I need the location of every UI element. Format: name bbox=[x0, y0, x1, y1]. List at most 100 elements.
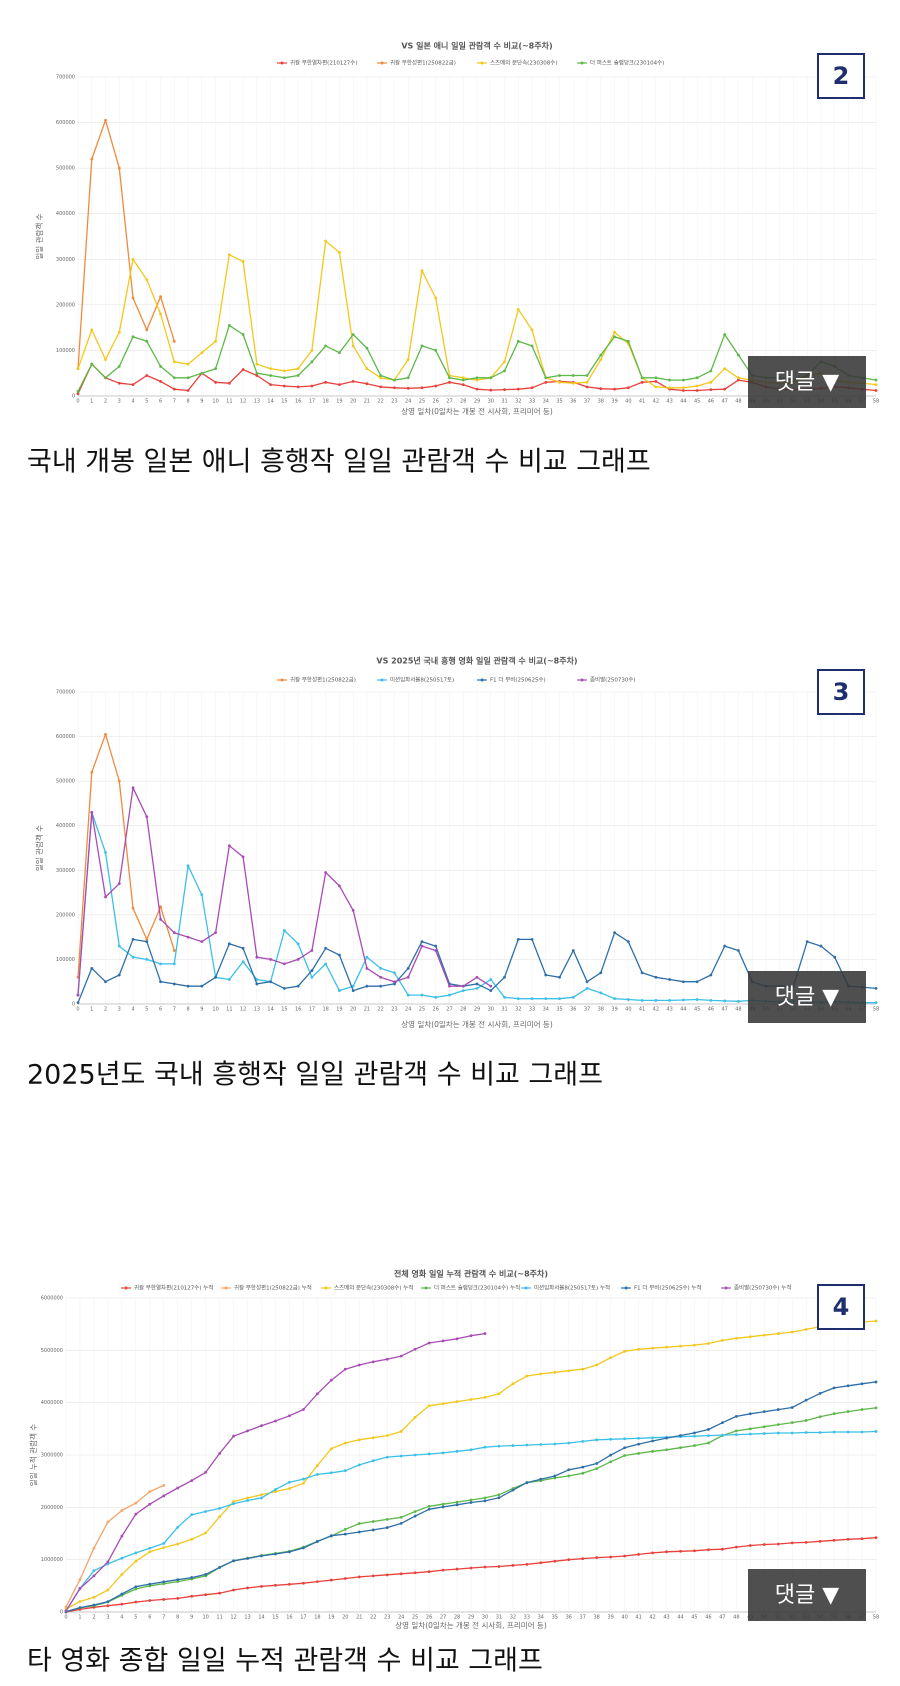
data-point bbox=[190, 1576, 194, 1579]
data-point bbox=[475, 987, 479, 990]
x-tick-label: 8 bbox=[176, 1615, 179, 1621]
data-point bbox=[64, 1605, 68, 1609]
data-point bbox=[131, 786, 135, 790]
data-point bbox=[723, 333, 727, 336]
legend-dot bbox=[524, 1286, 528, 1290]
data-point bbox=[693, 1549, 696, 1553]
x-tick-label: 24 bbox=[405, 1007, 411, 1013]
data-point bbox=[651, 1346, 654, 1350]
data-point bbox=[406, 975, 410, 979]
data-point bbox=[599, 358, 603, 361]
data-point bbox=[78, 1600, 82, 1603]
data-point bbox=[214, 931, 217, 935]
data-point bbox=[455, 1567, 459, 1571]
x-tick-label: 11 bbox=[226, 399, 232, 405]
data-point bbox=[232, 1502, 235, 1506]
data-point bbox=[329, 1534, 333, 1538]
y-axis-title: 일일 관람객 수 bbox=[34, 213, 44, 259]
data-point bbox=[260, 1584, 263, 1588]
x-tick-label: 40 bbox=[621, 1615, 627, 1621]
x-tick-label: 32 bbox=[510, 1615, 516, 1621]
comment-button-label: 댓글 ▼ bbox=[775, 985, 839, 1010]
data-point bbox=[613, 387, 616, 391]
data-point bbox=[131, 906, 135, 910]
data-point bbox=[343, 1527, 347, 1531]
x-tick-label: 42 bbox=[649, 1615, 655, 1621]
data-point bbox=[371, 1436, 375, 1440]
y-tick-label: 500000 bbox=[56, 779, 75, 785]
data-point bbox=[651, 1436, 654, 1440]
data-point bbox=[413, 1510, 417, 1513]
data-point bbox=[640, 999, 644, 1002]
data-point bbox=[393, 980, 396, 984]
data-point bbox=[76, 1001, 80, 1005]
x-tick-label: 23 bbox=[391, 399, 397, 405]
data-point bbox=[595, 1556, 599, 1559]
data-point bbox=[626, 998, 630, 1001]
data-point bbox=[734, 1414, 738, 1418]
x-tick-label: 6 bbox=[159, 1007, 162, 1013]
data-point bbox=[441, 1339, 445, 1343]
chart-title: 전체 영화 일일 누적 관람객 수 비교(~8주차) bbox=[394, 1269, 548, 1279]
data-point bbox=[874, 1430, 878, 1433]
comment-button[interactable]: 댓글 ▼ bbox=[748, 356, 866, 408]
x-tick-label: 47 bbox=[721, 1007, 727, 1013]
data-point bbox=[190, 1537, 194, 1541]
data-point bbox=[343, 1441, 347, 1445]
x-tick-label: 41 bbox=[639, 1007, 645, 1013]
data-point bbox=[246, 1499, 249, 1502]
x-tick-label: 9 bbox=[200, 1007, 203, 1013]
data-point bbox=[737, 378, 740, 382]
comment-button[interactable]: 댓글 ▼ bbox=[748, 1569, 866, 1621]
data-point bbox=[595, 1363, 599, 1367]
x-tick-label: 7 bbox=[173, 1007, 176, 1013]
data-point bbox=[804, 1540, 808, 1544]
data-point bbox=[654, 999, 658, 1002]
data-point bbox=[695, 998, 699, 1001]
data-point bbox=[818, 1391, 822, 1395]
data-point bbox=[455, 1400, 459, 1404]
data-point bbox=[357, 1463, 361, 1467]
data-point bbox=[571, 995, 575, 999]
data-point bbox=[734, 1429, 738, 1433]
y-tick-label: 500000 bbox=[56, 166, 75, 172]
data-point bbox=[282, 369, 286, 373]
data-point bbox=[553, 1559, 557, 1563]
data-point bbox=[76, 392, 80, 396]
legend-label: 스즈메의 문단속(230308수) bbox=[490, 59, 558, 67]
x-tick-label: 10 bbox=[202, 1615, 208, 1621]
data-point bbox=[790, 1330, 794, 1334]
data-point bbox=[434, 995, 438, 999]
comment-button[interactable]: 댓글 ▼ bbox=[748, 971, 866, 1023]
data-point bbox=[626, 339, 630, 343]
x-tick-label: 15 bbox=[281, 399, 287, 405]
data-point bbox=[282, 929, 286, 932]
data-point bbox=[637, 1347, 640, 1351]
data-point bbox=[483, 1396, 487, 1399]
x-tick-label: 31 bbox=[501, 1007, 507, 1013]
data-point bbox=[241, 368, 245, 371]
x-tick-label: 19 bbox=[336, 1007, 342, 1013]
data-point bbox=[104, 118, 107, 122]
data-point bbox=[483, 1445, 487, 1449]
data-point bbox=[790, 1541, 794, 1545]
data-point bbox=[379, 984, 383, 988]
data-point bbox=[846, 1384, 850, 1388]
data-point bbox=[172, 949, 176, 952]
data-point bbox=[92, 1595, 96, 1599]
badge-number: 3 bbox=[833, 678, 850, 706]
x-tick-label: 28 bbox=[460, 1007, 466, 1013]
x-tick-label: 23 bbox=[384, 1615, 390, 1621]
data-point bbox=[434, 944, 438, 948]
x-tick-label: 31 bbox=[496, 1615, 502, 1621]
data-point bbox=[310, 969, 314, 972]
data-point bbox=[544, 380, 548, 384]
data-point bbox=[385, 1357, 389, 1361]
x-tick-label: 58 bbox=[873, 399, 879, 405]
x-tick-label: 30 bbox=[488, 399, 494, 405]
data-point bbox=[134, 1600, 138, 1604]
data-point bbox=[145, 815, 149, 819]
data-point bbox=[90, 770, 94, 774]
data-point bbox=[609, 1356, 613, 1360]
data-point bbox=[120, 1509, 124, 1512]
